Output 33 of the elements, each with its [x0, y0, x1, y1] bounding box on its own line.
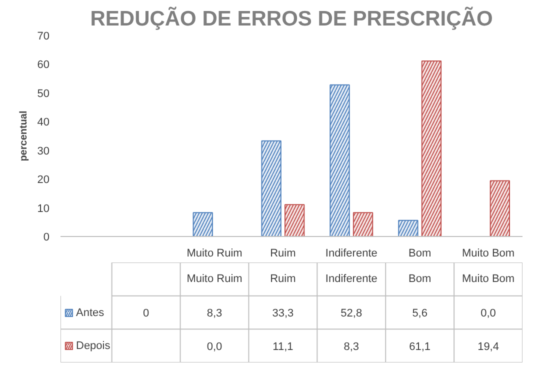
category-label: Indiferente — [325, 273, 378, 286]
data-label: 0,0 — [480, 308, 496, 320]
data-label: 0 — [142, 308, 150, 320]
legend-label: Depois — [76, 339, 110, 352]
category-label: Muito Bom — [462, 273, 515, 286]
data-label: 5,6 — [412, 308, 428, 320]
x-tick-label: Ruim — [270, 248, 296, 260]
y-tick-label: 20 — [37, 174, 50, 186]
x-tick-label: Muito Ruim — [186, 248, 242, 260]
y-tick-label: 50 — [37, 88, 50, 100]
y-axis-title: percentual — [18, 110, 30, 162]
data-label: 33,3 — [272, 308, 294, 320]
x-tick-label: Muito Bom — [462, 248, 515, 260]
data-label: 61,1 — [409, 340, 431, 353]
y-tick-label: 60 — [37, 59, 50, 72]
data-label: 19,4 — [478, 340, 499, 353]
category-label: Muito Ruim — [186, 273, 242, 286]
data-label: 8,3 — [344, 340, 360, 353]
category-label: Bom — [408, 273, 432, 286]
y-tick-label: 30 — [37, 145, 50, 158]
y-tick-label: 40 — [37, 116, 50, 129]
legend-label: Antes — [76, 306, 104, 319]
chart-title: REDUÇÃO DE ERROS DE PRESCRIÇÃO — [90, 6, 493, 30]
data-label: 52,8 — [340, 308, 362, 320]
x-tick-label: Bom — [408, 248, 432, 260]
data-label: 11,1 — [272, 340, 294, 353]
data-label: 0,0 — [206, 340, 222, 353]
y-tick-label: 70 — [37, 30, 50, 42]
y-tick-label: 0 — [43, 232, 50, 244]
category-label: Ruim — [270, 273, 296, 286]
data-label: 8,3 — [206, 308, 222, 320]
x-tick-label: Indiferente — [325, 248, 378, 260]
y-tick-label: 10 — [37, 202, 50, 215]
